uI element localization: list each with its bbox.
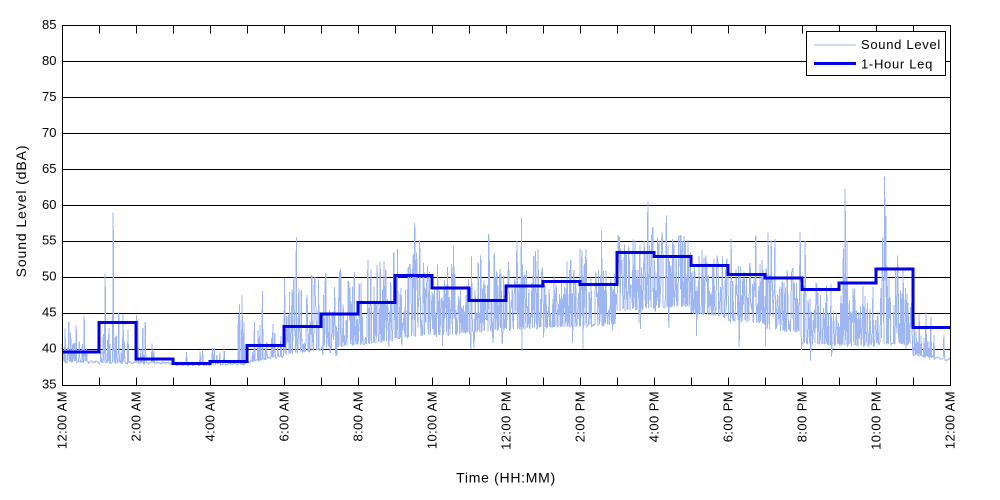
svg-text:65: 65	[42, 161, 56, 176]
svg-text:80: 80	[42, 53, 56, 68]
svg-text:2:00 PM: 2:00 PM	[573, 391, 588, 442]
svg-text:60: 60	[42, 197, 56, 212]
svg-text:4:00 PM: 4:00 PM	[647, 391, 662, 442]
svg-text:2:00 AM: 2:00 AM	[129, 391, 144, 442]
svg-text:55: 55	[42, 233, 56, 248]
svg-text:70: 70	[42, 125, 56, 140]
svg-text:50: 50	[42, 269, 56, 284]
svg-text:1-Hour Leq: 1-Hour Leq	[861, 57, 933, 72]
svg-text:6:00 AM: 6:00 AM	[277, 391, 292, 442]
svg-text:10:00 PM: 10:00 PM	[869, 391, 884, 450]
svg-text:10:00 AM: 10:00 AM	[425, 391, 440, 449]
svg-text:12:00 AM: 12:00 AM	[55, 391, 70, 449]
svg-text:Sound Level (dBA): Sound Level (dBA)	[13, 145, 29, 278]
svg-text:40: 40	[42, 341, 56, 356]
svg-text:35: 35	[42, 377, 56, 392]
svg-text:75: 75	[42, 89, 56, 104]
svg-text:45: 45	[42, 305, 56, 320]
svg-text:8:00 AM: 8:00 AM	[351, 391, 366, 442]
svg-text:Sound Level: Sound Level	[861, 37, 941, 52]
svg-text:12:00 AM: 12:00 AM	[943, 391, 958, 449]
svg-text:8:00 PM: 8:00 PM	[795, 391, 810, 442]
svg-text:6:00 PM: 6:00 PM	[721, 391, 736, 442]
svg-text:4:00 AM: 4:00 AM	[203, 391, 218, 442]
svg-text:85: 85	[42, 17, 56, 32]
svg-text:12:00 PM: 12:00 PM	[499, 391, 514, 450]
svg-text:Time (HH:MM): Time (HH:MM)	[456, 470, 556, 486]
